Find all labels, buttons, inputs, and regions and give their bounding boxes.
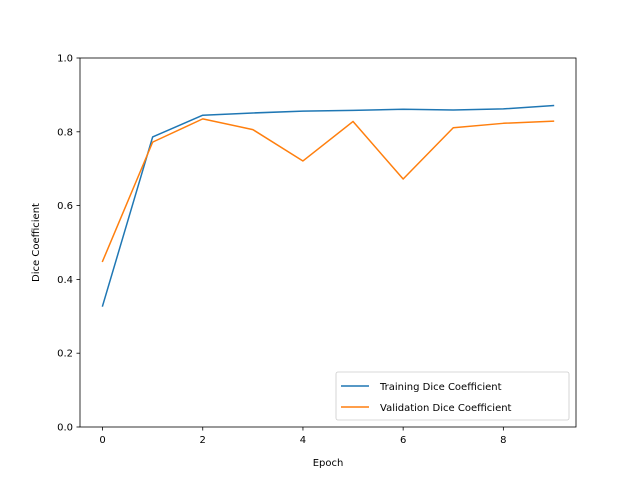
y-tick-label: 0.8 — [57, 127, 73, 138]
series-line-0 — [101, 104, 555, 307]
x-tick-label: 2 — [200, 435, 206, 446]
x-tick-label: 8 — [500, 435, 506, 446]
plot-background — [80, 58, 576, 427]
y-tick-label: 1.0 — [57, 54, 73, 65]
x-tick-label: 0 — [99, 435, 105, 446]
y-tick-label: 0.0 — [57, 423, 73, 434]
legend-label-validation: Validation Dice Coefficient — [380, 403, 512, 414]
x-axis-label: Epoch — [313, 458, 344, 469]
x-tick-label: 4 — [300, 435, 306, 446]
series-layer — [101, 104, 555, 307]
y-axis-label: Dice Coefficient — [31, 203, 42, 282]
y-tick-label: 0.6 — [57, 201, 73, 212]
x-tick-label: 6 — [400, 435, 406, 446]
legend-box — [335, 371, 570, 421]
ticks-layer: 0 2 4 6 8 0.0 0.2 0.4 0.6 0.8 1.0 — [57, 54, 506, 447]
y-tick-label: 0.4 — [57, 275, 73, 286]
series-line-1 — [101, 118, 555, 263]
plot-frame — [79, 57, 577, 428]
legend-label-training: Training Dice Coefficient — [379, 382, 502, 393]
legend: Training Dice Coefficient Validation Dic… — [335, 371, 570, 421]
y-tick-label: 0.2 — [57, 349, 73, 360]
